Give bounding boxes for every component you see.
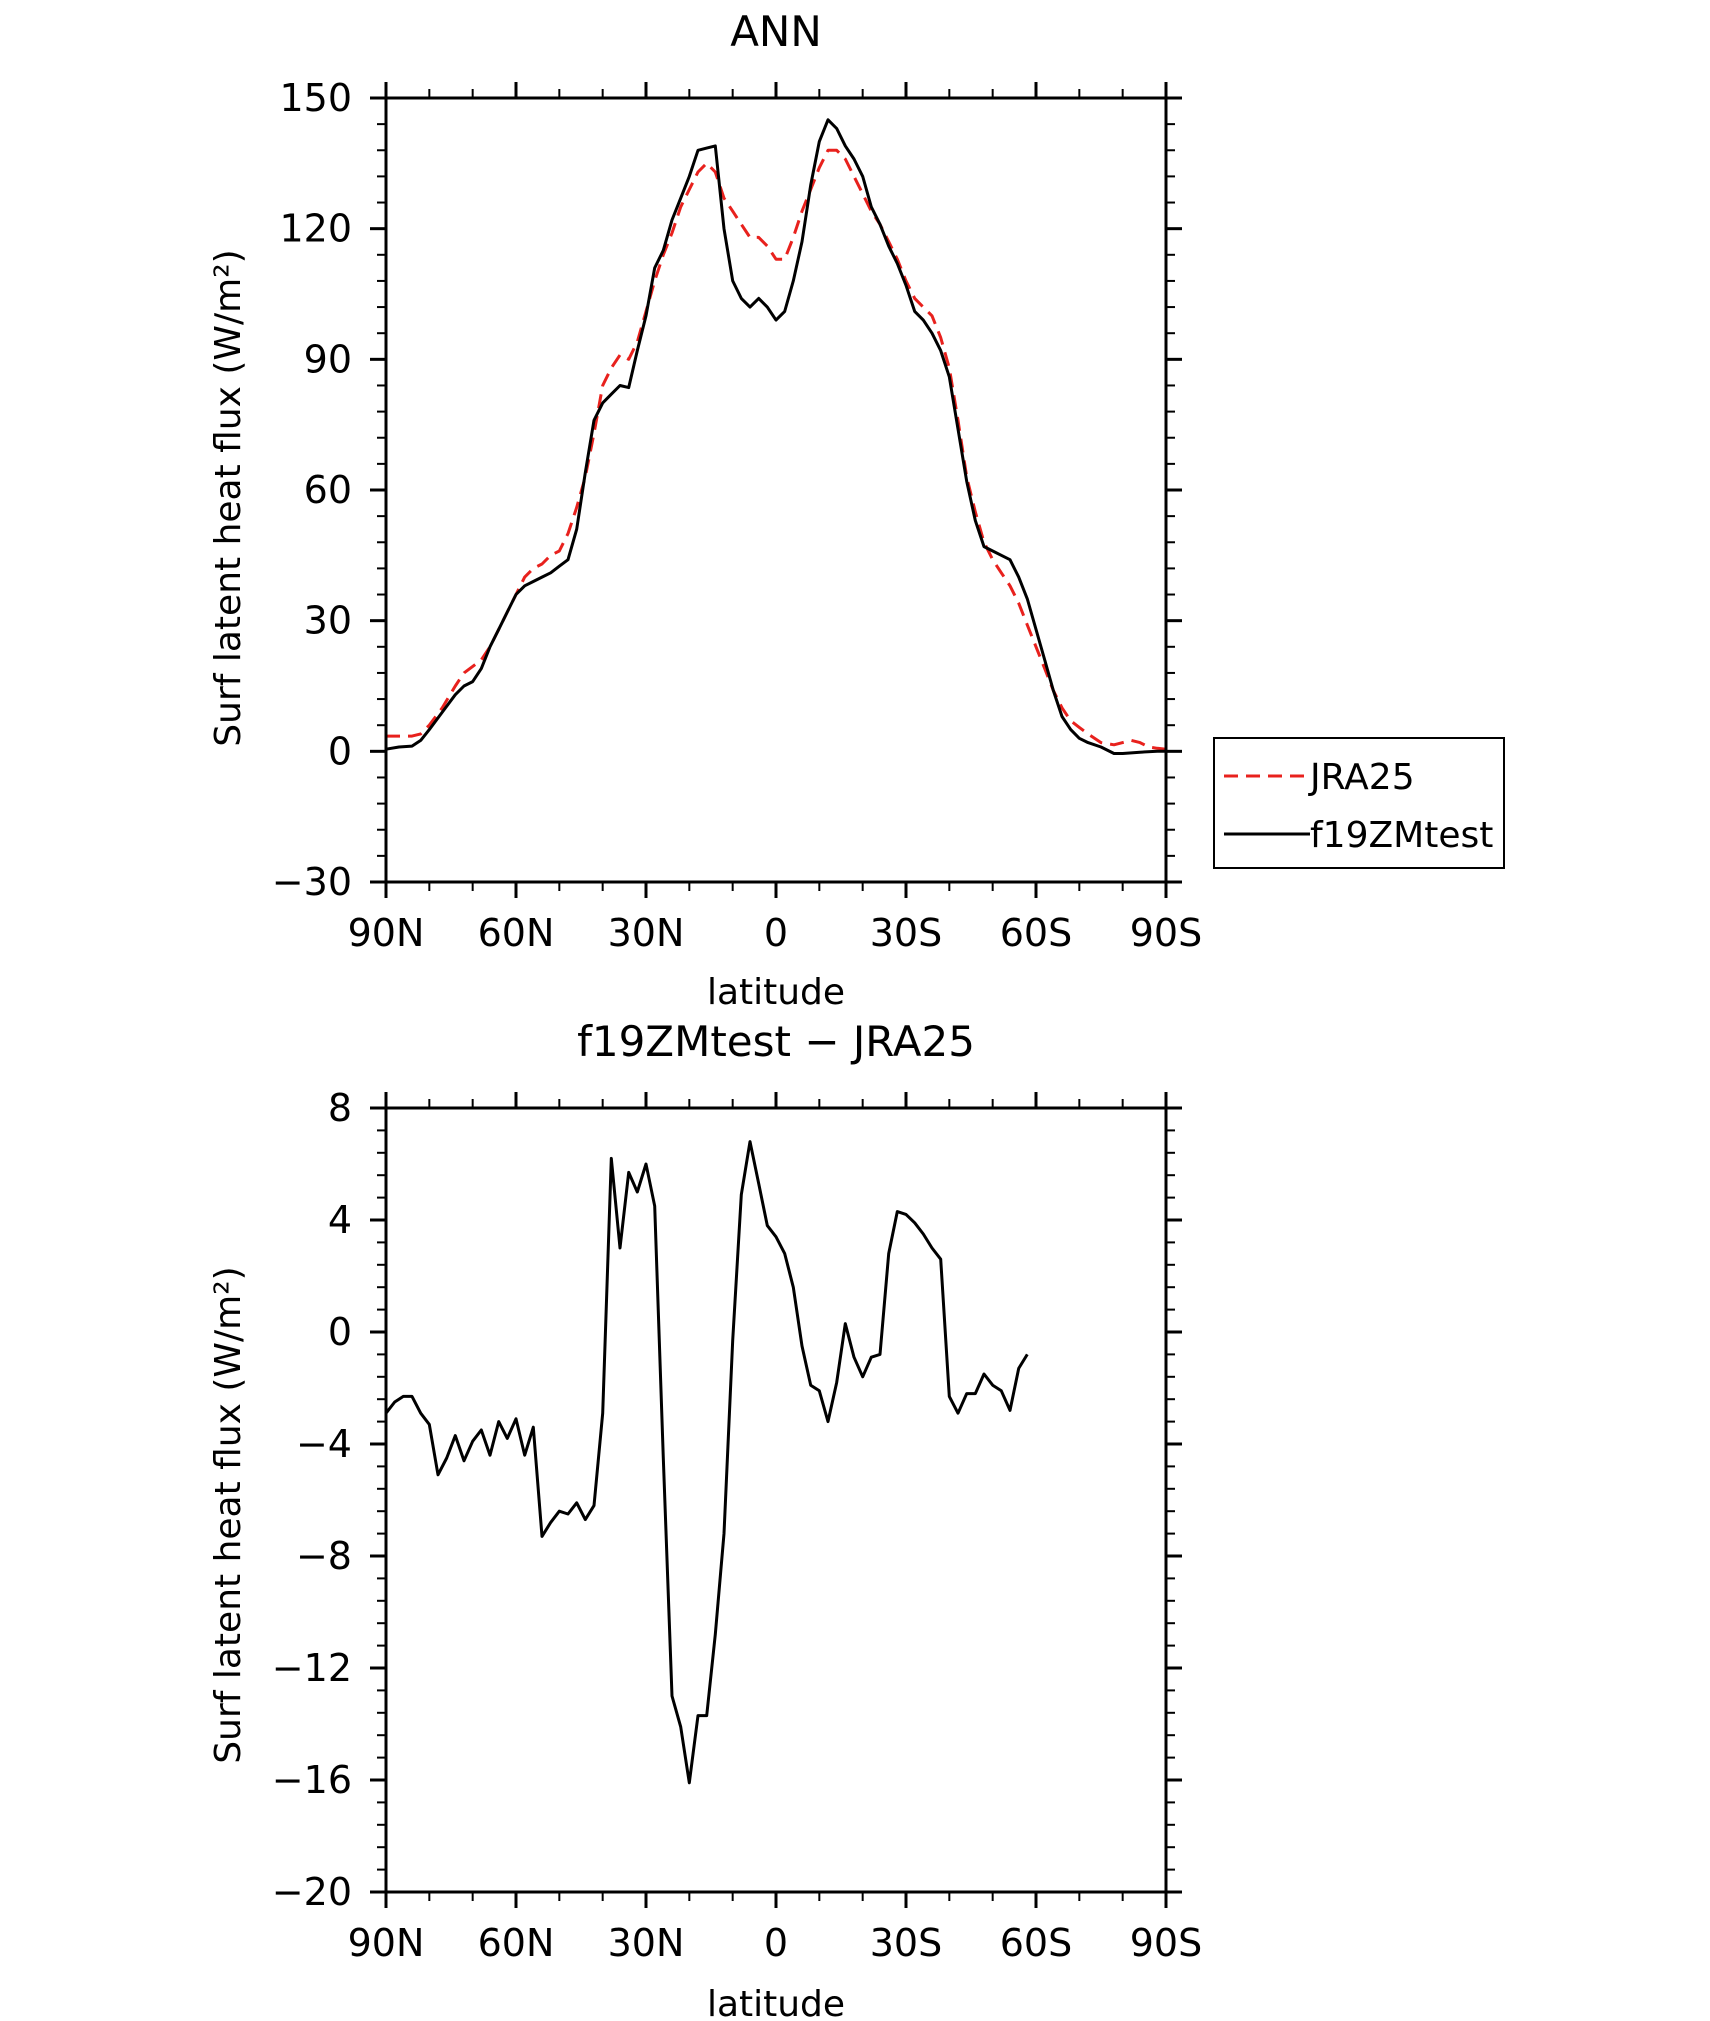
y-tick-label: −30 xyxy=(272,860,352,904)
series-line-jra25 xyxy=(386,148,1167,751)
x-tick-label: 90N xyxy=(348,911,425,955)
y-tick-label: −4 xyxy=(296,1422,352,1466)
x-tick-label: 60N xyxy=(478,1921,555,1965)
x-tick-label: 90S xyxy=(1130,1921,1202,1965)
plot-frame-bottom xyxy=(384,1106,1168,1894)
series-line-difference xyxy=(384,1140,1029,1785)
x-tick-label: 60S xyxy=(1000,911,1072,955)
chart-title-bottom: f19ZMtest − JRA25 xyxy=(577,1017,975,1066)
x-tick-label: 0 xyxy=(764,911,788,955)
x-tick-label: 60N xyxy=(478,911,555,955)
y-tick-label: 30 xyxy=(304,599,352,643)
y-tick-label: −20 xyxy=(272,1870,352,1914)
x-axis-label-bottom: latitude xyxy=(707,1984,845,2021)
x-tick-label: 0 xyxy=(764,1921,788,1965)
tick-marks-top xyxy=(370,82,1182,898)
x-tick-labels-bottom: 90N 60N 30N 0 30S 60S 90S xyxy=(348,1921,1203,1965)
y-tick-label: −16 xyxy=(272,1758,352,1802)
y-tick-label: 120 xyxy=(279,207,352,251)
y-axis-label-bottom: Surf latent heat flux (W/m²) xyxy=(208,1266,249,1763)
y-tick-label: 90 xyxy=(304,337,352,381)
chart-title-top: ANN xyxy=(730,7,822,56)
y-tick-label: 150 xyxy=(279,76,352,120)
legend-box xyxy=(1213,737,1505,869)
x-tick-label: 90N xyxy=(348,1921,425,1965)
series-lines-top xyxy=(385,118,1167,755)
x-tick-label: 60S xyxy=(1000,1921,1072,1965)
panel-top: ANN Surf latent heat flux (W/m²) latitud… xyxy=(208,7,1505,1013)
plot-frame-top xyxy=(384,96,1168,884)
x-axis-label-top: latitude xyxy=(707,972,845,1013)
x-tick-label: 90S xyxy=(1130,911,1202,955)
legend: JRA25 f19ZMtest xyxy=(1213,737,1505,869)
series-lines-bottom xyxy=(384,1140,1029,1785)
x-tick-label: 30S xyxy=(870,1921,942,1965)
y-tick-label: 0 xyxy=(328,729,352,773)
series-line-f19zmtest xyxy=(385,118,1166,755)
y-tick-label: 60 xyxy=(304,468,352,512)
y-axis-label-top: Surf latent heat flux (W/m²) xyxy=(208,249,249,746)
panel-bottom: f19ZMtest − JRA25 Surf latent heat flux … xyxy=(208,1017,1202,2021)
legend-label-jra25: JRA25 xyxy=(1308,757,1415,798)
x-tick-label: 30N xyxy=(608,911,685,955)
legend-label-f19zmtest: f19ZMtest xyxy=(1310,815,1493,856)
x-tick-label: 30S xyxy=(870,911,942,955)
y-tick-label: −8 xyxy=(296,1534,352,1578)
y-tick-labels-top: −30 0 30 60 90 120 150 xyxy=(272,76,352,904)
y-tick-label: 0 xyxy=(328,1310,352,1354)
x-tick-labels-top: 90N 60N 30N 0 30S 60S 90S xyxy=(348,911,1203,955)
tick-marks-bottom xyxy=(370,1092,1182,1908)
y-tick-labels-bottom: −20 −16 −12 −8 −4 0 4 8 xyxy=(272,1086,352,1914)
x-tick-label: 30N xyxy=(608,1921,685,1965)
y-tick-label: 4 xyxy=(328,1198,352,1242)
y-tick-label: −12 xyxy=(272,1646,352,1690)
y-tick-label: 8 xyxy=(328,1086,352,1130)
